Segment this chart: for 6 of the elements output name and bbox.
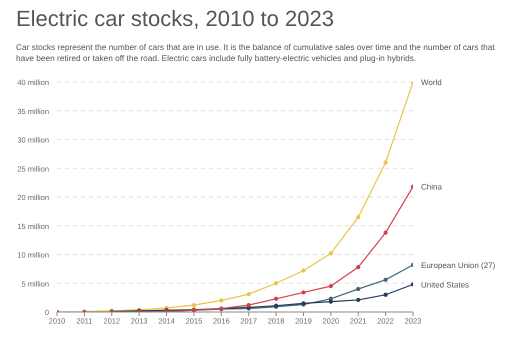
series-label: China xyxy=(421,182,442,192)
series-label: United States xyxy=(421,280,470,290)
series-label: World xyxy=(421,78,442,87)
chart-title: Electric car stocks, 2010 to 2023 xyxy=(16,6,334,32)
chart-subtitle: Car stocks represent the number of cars that are in use. It is the balance of cumulative sales over time and the number of cars that have been retired or taken off the road. Electric cars include fully battery-electric vehicles and plug-in hybrids. xyxy=(16,42,496,64)
series-label: European Union (27) xyxy=(421,260,496,270)
